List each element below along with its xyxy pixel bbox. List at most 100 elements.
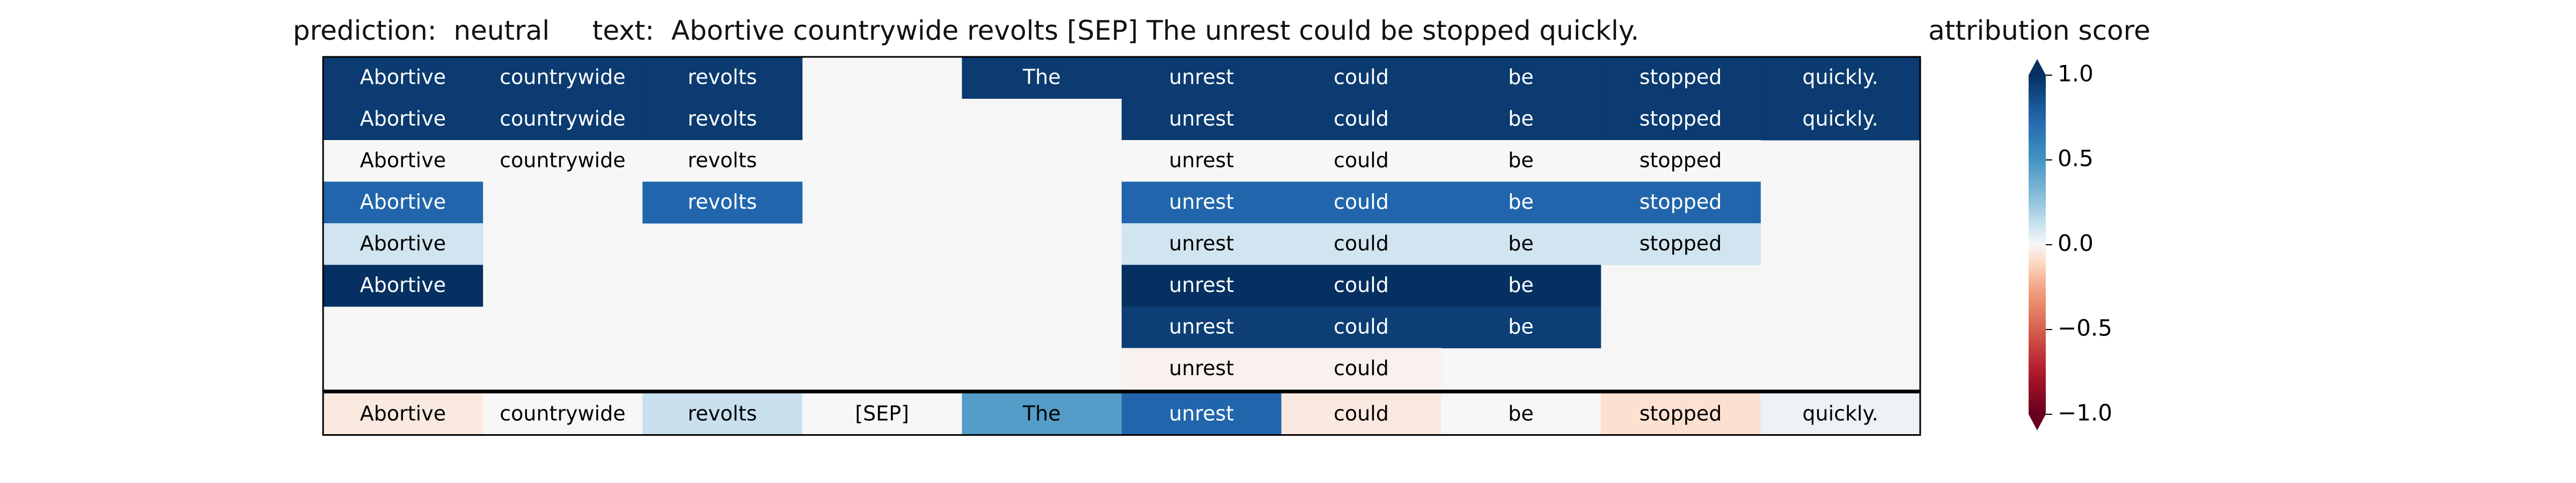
- heatmap-token-label: stopped: [1640, 190, 1722, 214]
- heatmap-cell: [482, 98, 643, 141]
- heatmap-token-label: Abortive: [360, 190, 446, 214]
- summary-token-label: [SEP]: [855, 401, 909, 425]
- heatmap-token-label: Abortive: [360, 107, 446, 130]
- heatmap-cell: [323, 181, 484, 224]
- heatmap-cell: [1122, 181, 1282, 224]
- heatmap-cell: [1281, 140, 1441, 182]
- summary-cell: [1281, 393, 1441, 435]
- summary-token-label: could: [1334, 401, 1389, 425]
- heatmap-cell: [482, 140, 643, 182]
- summary-token-label: stopped: [1640, 401, 1722, 425]
- heatmap-cell: [323, 140, 484, 182]
- colorbar-tick-label: −0.5: [2058, 315, 2112, 341]
- colorbar-extend-min: [2029, 414, 2046, 430]
- heatmap-cell: [1122, 348, 1282, 390]
- heatmap-token-label: stopped: [1640, 148, 1722, 172]
- heatmap-cell: [1441, 57, 1601, 99]
- heatmap-token-label: could: [1334, 231, 1389, 255]
- heatmap-cell: [1600, 98, 1761, 141]
- heatmap-token-label: could: [1334, 190, 1389, 214]
- heatmap-cell: [1122, 306, 1282, 348]
- summary-token-label: Abortive: [360, 401, 446, 425]
- heatmap-cell: [1122, 98, 1282, 141]
- heatmap-cell: [323, 265, 484, 307]
- heatmap-cell: [482, 57, 643, 99]
- heatmap-token-label: revolts: [687, 190, 757, 214]
- prediction-label: prediction:: [292, 15, 437, 46]
- heatmap-token-label: countrywide: [500, 107, 625, 130]
- heatmap-cell: [1281, 348, 1441, 390]
- heatmap-token-label: revolts: [687, 107, 757, 130]
- heatmap-cell: [962, 57, 1122, 99]
- summary-cell: [1441, 393, 1601, 435]
- heatmap-token-label: be: [1508, 273, 1534, 297]
- heatmap-token-label: could: [1334, 107, 1389, 130]
- heatmap-cell: [1600, 57, 1761, 99]
- colorbar-gradient: [2029, 75, 2046, 414]
- heatmap-cell: [1122, 57, 1282, 99]
- heatmap-token-label: quickly.: [1803, 107, 1878, 130]
- heatmap-cell: [1600, 223, 1761, 265]
- summary-token-label: countrywide: [500, 401, 625, 425]
- heatmap-cell: [1122, 223, 1282, 265]
- summary-cell: [323, 393, 484, 435]
- heatmap-cell: [1122, 265, 1282, 307]
- heatmap-cell: [1281, 98, 1441, 141]
- heatmap-cell: [1281, 223, 1441, 265]
- heatmap-token-label: unrest: [1169, 314, 1234, 338]
- heatmap-token-label: unrest: [1169, 65, 1234, 89]
- summary-cell: [1760, 393, 1921, 435]
- summary-cell: [962, 393, 1122, 435]
- heatmap-token-label: could: [1334, 65, 1389, 89]
- summary-cell: [1122, 393, 1282, 435]
- heatmap-token-label: be: [1508, 107, 1534, 130]
- heatmap-cell: [1281, 57, 1441, 99]
- heatmap-cell: [1281, 265, 1441, 307]
- heatmap-token-label: unrest: [1169, 107, 1234, 130]
- heatmap-token-label: be: [1508, 231, 1534, 255]
- heatmap-grid: Abortive countrywide revolts The unrest could…: [322, 56, 1921, 436]
- heatmap-cell: [1281, 181, 1441, 224]
- heatmap-token-label: countrywide: [500, 148, 625, 172]
- summary-token-label: revolts: [687, 401, 757, 425]
- heatmap-token-label: Abortive: [360, 273, 446, 297]
- heatmap-cell: [1441, 265, 1601, 307]
- colorbar-tick-label: −1.0: [2058, 400, 2112, 426]
- prediction-value: neutral: [453, 15, 550, 46]
- colorbar-extend-max: [2029, 59, 2046, 75]
- summary-token-label: be: [1508, 401, 1534, 425]
- heatmap-token-label: unrest: [1169, 356, 1234, 380]
- heatmap-token-label: unrest: [1169, 231, 1234, 255]
- colorbar: 1.0 0.5 0.0 −0.5 −1.0: [2029, 59, 2112, 430]
- summary-cell: [482, 393, 643, 435]
- text-label: text:: [592, 15, 655, 46]
- heatmap-cell: [642, 181, 803, 224]
- heatmap-cell: [1441, 223, 1601, 265]
- heatmap-cell: [1441, 140, 1601, 182]
- summary-cell: [802, 393, 962, 435]
- heatmap-cell: [1441, 306, 1601, 348]
- heatmap-token-label: Abortive: [360, 231, 446, 255]
- summary-token-label: unrest: [1169, 401, 1234, 425]
- summary-token-label: quickly.: [1803, 401, 1878, 425]
- input-text: Abortive countrywide revolts [SEP] The u…: [671, 15, 1640, 46]
- heatmap-token-label: could: [1334, 356, 1389, 380]
- heatmap-token-label: revolts: [687, 148, 757, 172]
- grid-border: [322, 56, 1921, 436]
- colorbar-tick-label: 1.0: [2058, 61, 2094, 87]
- heatmap-token-label: stopped: [1640, 107, 1722, 130]
- heatmap-token-label: stopped: [1640, 231, 1722, 255]
- heatmap-token-label: be: [1508, 314, 1534, 338]
- summary-token-label: The: [1022, 401, 1061, 425]
- heatmap-token-label: Abortive: [360, 65, 446, 89]
- chart-title: prediction: neutral text: Abortive count…: [0, 17, 1932, 44]
- heatmap-token-label: unrest: [1169, 273, 1234, 297]
- heatmap-cell: [1600, 140, 1761, 182]
- heatmap-cell: [1760, 98, 1921, 141]
- colorbar-tick-label: 0.0: [2058, 230, 2094, 257]
- heatmap-token-label: could: [1334, 314, 1389, 338]
- heatmap-cell: [642, 98, 803, 141]
- heatmap-token-label: Abortive: [360, 148, 446, 172]
- heatmap-token-label: unrest: [1169, 148, 1234, 172]
